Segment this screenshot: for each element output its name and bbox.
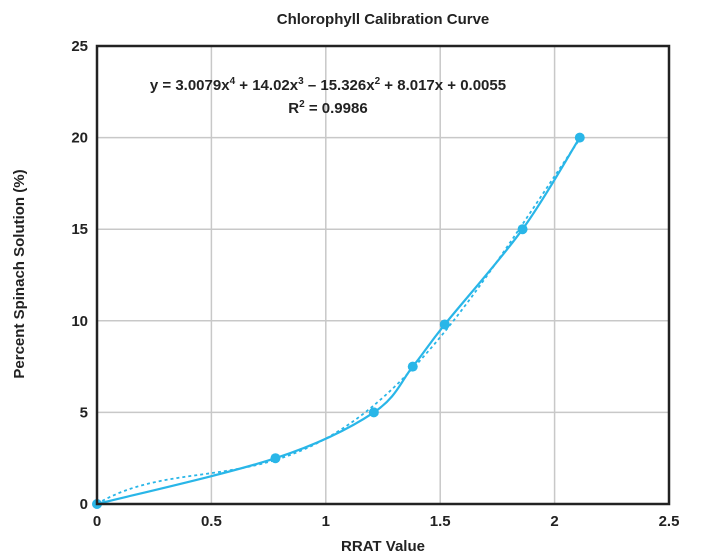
- equation-exp-3: 3: [298, 76, 304, 87]
- y-tick-label: 0: [80, 496, 88, 513]
- equation-part-d: + 8.017x + 0.0055: [380, 77, 506, 94]
- x-axis-label: RRAT Value: [341, 538, 425, 555]
- x-tick-label: 2.5: [659, 513, 680, 530]
- y-tick-label: 20: [71, 130, 88, 147]
- equation-part-c: – 15.326x: [304, 77, 376, 94]
- y-tick-label: 5: [80, 404, 88, 421]
- y-tick-label: 10: [71, 313, 88, 330]
- data-point: [517, 224, 528, 235]
- equation-exp-4: 4: [230, 76, 236, 87]
- chart-title: Chlorophyll Calibration Curve: [277, 11, 490, 28]
- data-point: [574, 132, 585, 143]
- data-point: [439, 319, 450, 330]
- data-point: [368, 407, 379, 418]
- equation-part-a: y = 3.0079x: [150, 77, 230, 94]
- x-tick-labels: 0 0.5 1 1.5 2 2.5: [93, 513, 680, 530]
- x-tick-label: 2: [550, 513, 558, 530]
- y-tick-labels: 0 5 10 15 20 25: [71, 38, 88, 513]
- grid-lines: [97, 46, 669, 504]
- trendline-equation: y = 3.0079x4 + 14.02x3 – 15.326x2 + 8.01…: [150, 76, 506, 94]
- r-squared-r: R: [288, 100, 299, 117]
- x-tick-label: 1.5: [430, 513, 451, 530]
- r-squared-value: = 0.9986: [305, 100, 368, 117]
- data-point: [270, 453, 281, 464]
- r-squared: R2 = 0.9986: [288, 99, 367, 117]
- y-axis-label: Percent Spinach Solution (%): [11, 169, 28, 378]
- equation-exp-2: 2: [375, 76, 381, 87]
- x-tick-label: 0.5: [201, 513, 222, 530]
- equation-part-b: + 14.02x: [235, 77, 299, 94]
- y-tick-label: 15: [71, 221, 88, 238]
- r-squared-exp: 2: [299, 99, 305, 110]
- y-tick-label: 25: [71, 38, 88, 55]
- x-tick-label: 0: [93, 513, 101, 530]
- plot-frame: [95, 44, 671, 506]
- x-tick-label: 1: [322, 513, 330, 530]
- data-point: [407, 361, 418, 372]
